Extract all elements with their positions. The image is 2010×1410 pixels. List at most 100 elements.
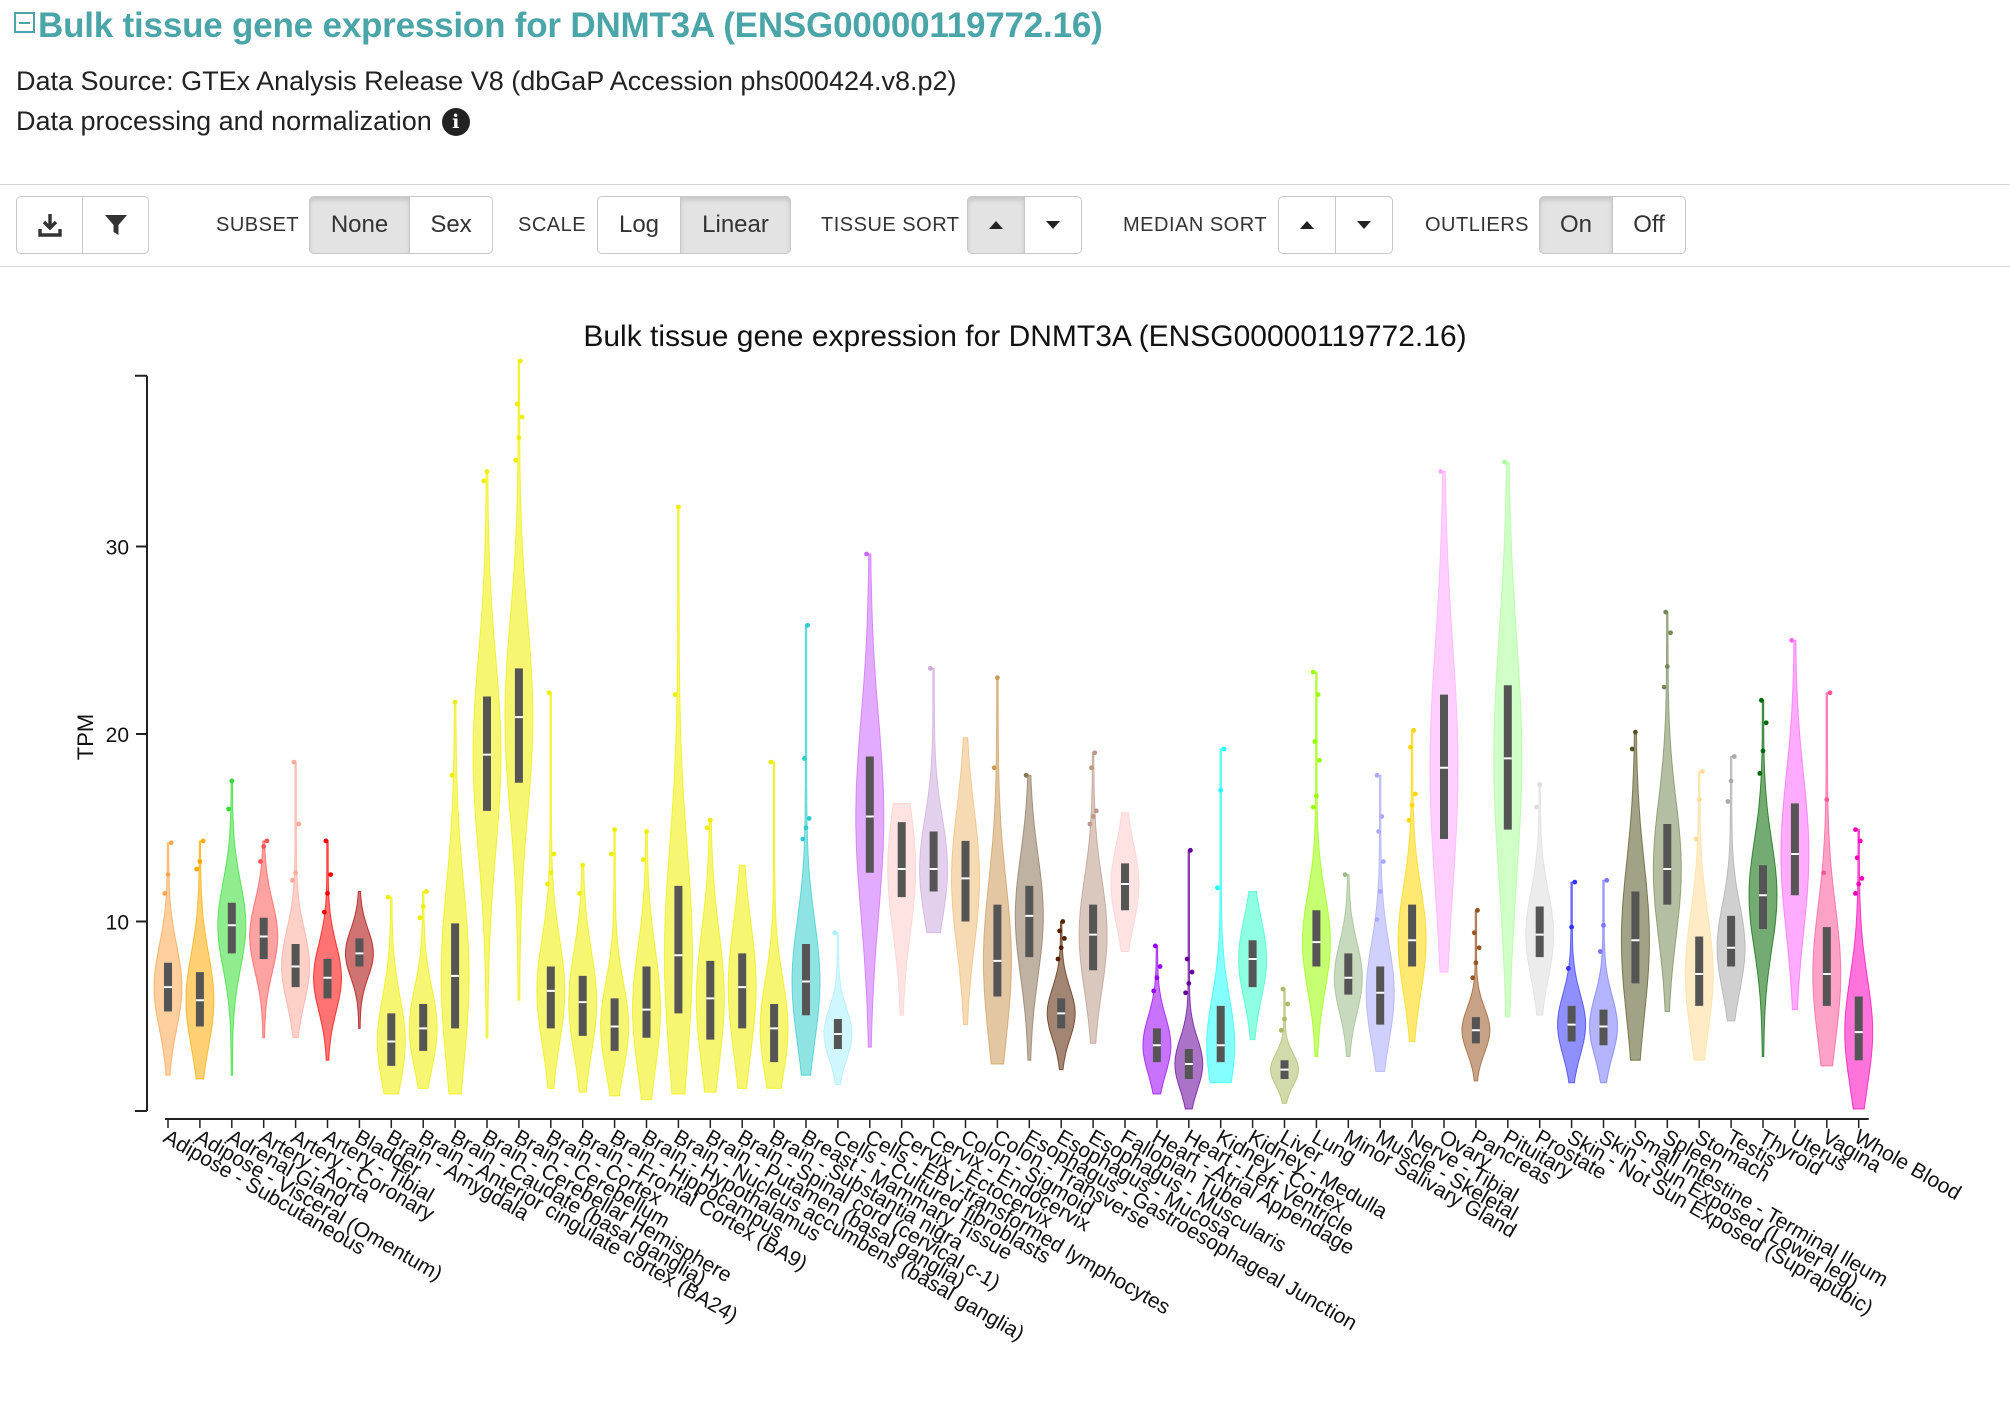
outlier-point bbox=[165, 872, 171, 877]
iqr-box bbox=[1216, 1005, 1225, 1063]
iqr-box bbox=[514, 668, 523, 783]
violin-group bbox=[1174, 847, 1204, 1110]
outlier-point bbox=[1566, 966, 1571, 971]
caret-down-icon bbox=[1357, 221, 1371, 229]
violin-chart: Bulk tissue gene expression for DNMT3A (… bbox=[73, 320, 1965, 1346]
outlier-point bbox=[385, 894, 391, 900]
outlier-point bbox=[1374, 917, 1380, 922]
scale-log-button[interactable]: Log bbox=[597, 196, 681, 254]
outlier-point bbox=[1731, 754, 1737, 759]
outlier-point bbox=[1661, 684, 1667, 690]
violin-group bbox=[440, 699, 470, 1095]
violin-group bbox=[823, 930, 853, 1086]
subset-none-button[interactable]: None bbox=[309, 196, 410, 254]
outlier-point bbox=[577, 891, 582, 896]
y-tick-label: 10 bbox=[106, 912, 129, 935]
outlier-point bbox=[1183, 990, 1188, 996]
outlier-point bbox=[672, 692, 678, 697]
violin-group bbox=[663, 504, 693, 1095]
outlier-point bbox=[321, 909, 327, 915]
outlier-point bbox=[323, 838, 329, 844]
outliers-off-button[interactable]: Off bbox=[1612, 196, 1686, 254]
outlier-point bbox=[449, 772, 455, 778]
violin-group bbox=[1014, 772, 1044, 1061]
violin-group bbox=[1684, 769, 1714, 1061]
outliers-on-button[interactable]: On bbox=[1539, 196, 1613, 254]
violin-shape bbox=[759, 761, 789, 1089]
outlier-point bbox=[1151, 988, 1157, 994]
outlier-point bbox=[1310, 804, 1316, 810]
title-row: Bulk tissue gene expression for DNMT3A (… bbox=[14, 4, 1103, 48]
caret-up-icon bbox=[989, 221, 1003, 229]
outlier-point bbox=[226, 806, 232, 812]
outlier-point bbox=[519, 414, 525, 420]
violin-group bbox=[1812, 690, 1842, 1067]
violin-group bbox=[1652, 609, 1682, 1012]
tissue-sort-desc-button[interactable] bbox=[1024, 196, 1082, 254]
outlier-point bbox=[1597, 949, 1603, 954]
scale-linear-button[interactable]: Linear bbox=[680, 196, 791, 254]
outlier-point bbox=[417, 915, 423, 921]
collapse-square-icon[interactable] bbox=[14, 11, 35, 33]
iqr-box bbox=[227, 902, 236, 954]
violin-group bbox=[1238, 891, 1268, 1041]
violin-group bbox=[376, 894, 406, 1095]
violin-group bbox=[791, 622, 821, 1076]
violins-layer bbox=[153, 358, 1874, 1110]
violin-shape bbox=[632, 831, 661, 1101]
data-source-text: Data Source: GTEx Analysis Release V8 (d… bbox=[16, 66, 957, 96]
violin-group bbox=[919, 666, 949, 934]
outlier-point bbox=[1693, 836, 1699, 842]
download-button[interactable] bbox=[16, 196, 83, 254]
outlier-point bbox=[1310, 669, 1316, 675]
violin-shape bbox=[312, 840, 343, 1061]
filter-button[interactable] bbox=[82, 196, 149, 254]
page-title[interactable]: Bulk tissue gene expression for DNMT3A (… bbox=[38, 6, 1103, 45]
iqr-box bbox=[387, 1013, 396, 1066]
tissue-sort-asc-button[interactable] bbox=[967, 196, 1025, 254]
outlier-point bbox=[200, 838, 206, 844]
info-circle-icon[interactable]: i bbox=[441, 107, 470, 136]
outlier-point bbox=[1381, 859, 1386, 864]
outlier-point bbox=[1853, 891, 1858, 896]
violin-shape bbox=[887, 802, 917, 1016]
violin-shape bbox=[1206, 748, 1236, 1084]
violin-shape bbox=[919, 667, 949, 934]
violin-group bbox=[217, 778, 247, 1076]
outlier-point bbox=[1476, 945, 1482, 951]
iqr-box bbox=[897, 822, 906, 898]
outlier-point bbox=[1856, 881, 1862, 887]
outlier-point bbox=[1186, 981, 1192, 986]
violin-shape bbox=[281, 761, 311, 1039]
subset-button-group: None Sex bbox=[309, 196, 493, 254]
outlier-point bbox=[1285, 1001, 1291, 1007]
outlier-point bbox=[1824, 797, 1830, 802]
subset-sex-button[interactable]: Sex bbox=[409, 196, 493, 254]
outlier-point bbox=[832, 930, 838, 936]
outlier-point bbox=[1055, 956, 1061, 962]
outlier-point bbox=[1412, 791, 1418, 797]
outlier-point bbox=[644, 829, 649, 834]
header: Bulk tissue gene expression for DNMT3A (… bbox=[0, 0, 2010, 186]
iqr-box bbox=[929, 831, 938, 892]
outlier-point bbox=[1057, 928, 1062, 934]
outlier-point bbox=[1374, 772, 1380, 778]
violin-group bbox=[568, 862, 598, 1093]
violin-group bbox=[1078, 750, 1108, 1044]
outlier-point bbox=[1377, 889, 1383, 894]
violin-group bbox=[1142, 943, 1172, 1095]
violin-group bbox=[695, 817, 725, 1093]
violin-shape bbox=[600, 829, 630, 1097]
outlier-point bbox=[1058, 945, 1064, 951]
violin-group bbox=[1301, 669, 1331, 1057]
outlier-point bbox=[612, 827, 617, 832]
outlier-point bbox=[518, 358, 523, 364]
median-sort-desc-button[interactable] bbox=[1335, 196, 1393, 254]
iqr-box bbox=[1121, 863, 1129, 911]
outlier-point bbox=[1406, 817, 1412, 823]
outlier-point bbox=[1221, 746, 1227, 752]
median-sort-asc-button[interactable] bbox=[1278, 196, 1336, 254]
tissue-sort-button-group bbox=[967, 196, 1082, 254]
violin-group bbox=[1748, 697, 1778, 1057]
